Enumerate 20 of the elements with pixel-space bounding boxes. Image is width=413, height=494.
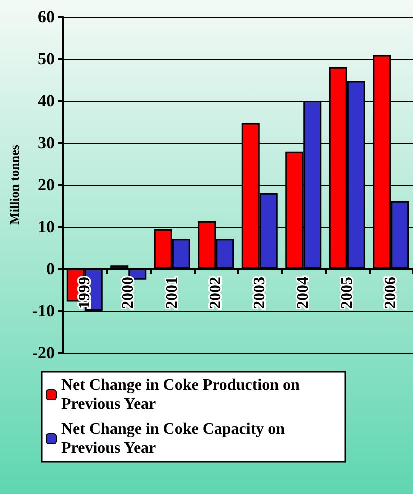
y-tick-label: 60 (38, 8, 55, 26)
x-tick-label: 2001 (164, 277, 181, 309)
y-tick-label: 40 (38, 92, 55, 110)
x-tick-label: 1999 (76, 277, 94, 309)
y-tick-label: 10 (38, 218, 55, 236)
x-tick-label: 2003 (251, 277, 268, 309)
legend-label: Net Change in Coke Production on Previous Year (62, 377, 304, 413)
legend-label: Net Change in Coke Capacity on Previous Year (62, 421, 290, 457)
x-tick-label: 2006 (382, 277, 400, 309)
y-tick-label: 0 (46, 260, 55, 278)
y-tick-label: 50 (38, 50, 55, 68)
x-tick-label: 2004 (295, 277, 312, 309)
y-axis-title: Million tonnes (7, 145, 22, 225)
x-tick-label: 2005 (338, 277, 356, 309)
y-tick-label: -10 (32, 302, 55, 320)
x-tick-label: 2002 (208, 277, 225, 309)
y-tick-label: 20 (38, 176, 55, 194)
y-tick-label: -20 (32, 344, 55, 362)
x-tick-label: 2000 (120, 277, 138, 309)
y-tick-label: 30 (38, 134, 55, 152)
